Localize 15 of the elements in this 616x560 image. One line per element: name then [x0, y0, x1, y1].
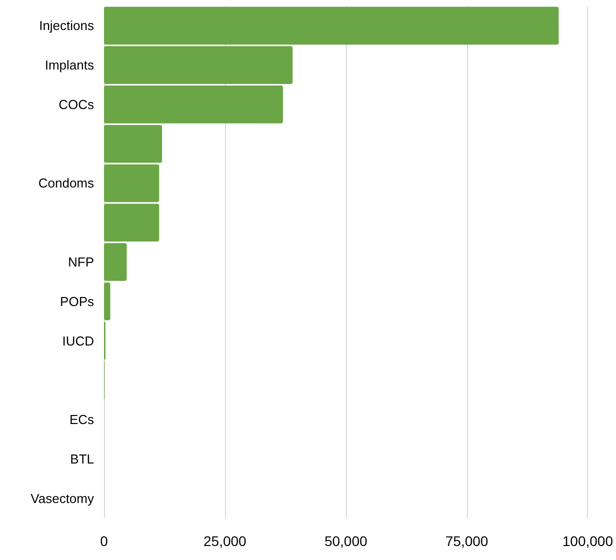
x-tick-label: 100,000: [562, 533, 614, 549]
y-tick-label: NFP: [68, 254, 94, 270]
y-tick-label: IUCD: [62, 333, 94, 348]
y-tick-label: ECs: [69, 412, 94, 428]
y-tick-label: Injections: [39, 18, 94, 34]
y-tick-label: Condoms: [38, 176, 94, 191]
y-tick-label: COCs: [58, 96, 94, 112]
x-tick-label: 25,000: [204, 533, 247, 549]
y-tick-label: BTL: [70, 451, 94, 466]
y-tick-label: POPs: [60, 294, 94, 309]
y-tick-label: Vasectomy: [30, 490, 94, 506]
x-tick-label: 0: [100, 533, 108, 549]
x-tick-label: 75,000: [445, 533, 488, 549]
x-tick-label: 50,000: [324, 533, 368, 549]
y-tick-label: Implants: [44, 58, 94, 73]
